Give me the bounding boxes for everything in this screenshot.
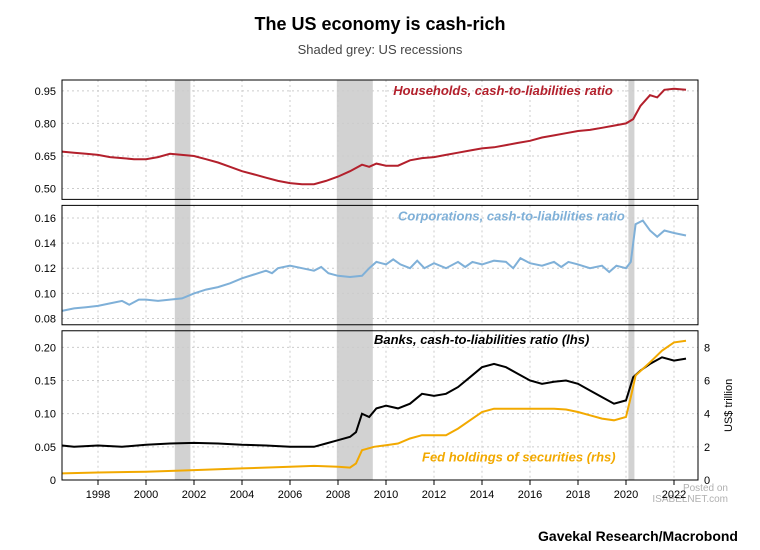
y2-axis-label: US$ trillion: [723, 379, 735, 432]
x-tick-label: 2010: [374, 489, 398, 501]
x-tick-label: 2014: [470, 489, 494, 501]
series-label: Corporations, cash-to-liabilities ratio: [398, 208, 625, 223]
y-tick-label: 0.20: [35, 342, 56, 354]
y-tick-label: 0: [50, 475, 56, 487]
chart-title: The US economy is cash-rich: [0, 14, 760, 35]
y-tick-label: 0.95: [35, 86, 56, 98]
y2-tick-label: 2: [704, 442, 710, 454]
y-tick-label: 0.80: [35, 118, 56, 130]
recession-band: [175, 80, 191, 480]
x-tick-label: 2008: [326, 489, 350, 501]
y2-tick-label: 6: [704, 376, 710, 388]
series-households-y1: [62, 89, 686, 185]
y-tick-label: 0.10: [35, 409, 56, 421]
x-tick-label: 2002: [182, 489, 206, 501]
recession-band: [628, 80, 634, 480]
y-tick-label: 0.14: [35, 238, 56, 250]
y2-tick-label: 4: [704, 409, 710, 421]
y-tick-label: 0.12: [35, 263, 56, 275]
chart-subtitle: Shaded grey: US recessions: [0, 42, 760, 57]
y-tick-label: 0.05: [35, 442, 56, 454]
x-tick-label: 2006: [278, 489, 302, 501]
series-corporations-y1: [62, 221, 686, 311]
y-tick-label: 0.08: [35, 313, 56, 325]
series-banks-y1: [62, 357, 686, 447]
x-tick-label: 2004: [230, 489, 254, 501]
x-tick-label: 2022: [662, 489, 686, 501]
y-tick-label: 0.65: [35, 151, 56, 163]
series-label: Banks, cash-to-liabilities ratio (lhs): [374, 332, 589, 347]
x-tick-label: 2016: [518, 489, 542, 501]
series-label: Households, cash-to-liabilities ratio: [393, 83, 613, 98]
y-tick-label: 0.50: [35, 184, 56, 196]
y-tick-label: 0.16: [35, 213, 56, 225]
y-tick-label: 0.10: [35, 288, 56, 300]
y2-tick-label: 8: [704, 342, 710, 354]
chart-area: 0.50 0.65 0.80 0.95 Households, cash-to-liab…: [0, 60, 760, 520]
x-tick-label: 2018: [566, 489, 590, 501]
x-tick-label: 2012: [422, 489, 446, 501]
y2-tick-label: 0: [704, 475, 710, 487]
recession-band: [337, 80, 373, 480]
x-tick-label: 2000: [134, 489, 158, 501]
y-tick-label: 0.15: [35, 376, 56, 388]
attribution: Gavekal Research/Macrobond: [538, 528, 738, 544]
chart-svg: 0.50 0.65 0.80 0.95 Households, cash-to-liab…: [0, 60, 760, 520]
x-tick-label: 1998: [86, 489, 110, 501]
x-tick-label: 2020: [614, 489, 638, 501]
series-label: Fed holdings of securities (rhs): [422, 449, 616, 464]
